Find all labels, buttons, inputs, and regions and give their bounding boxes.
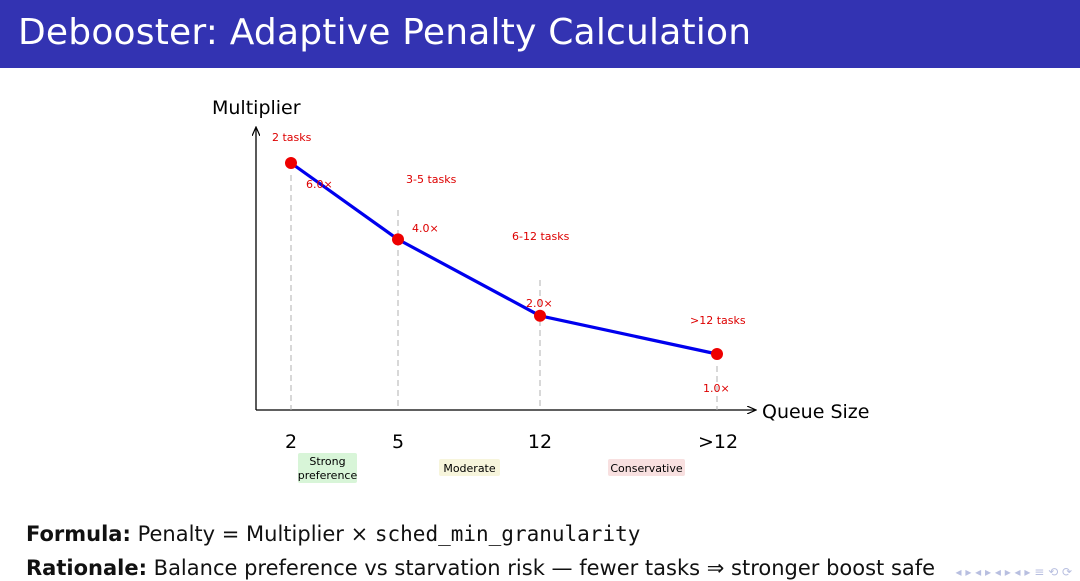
beamer-navigation-icons[interactable]: ◂ ▸ ◂ ▸ ◂ ▸ ◂ ▸ ≡ ⟲ ⟳ — [955, 565, 1073, 579]
data-point-3-5-tasks — [392, 233, 404, 246]
formula-text: Penalty = Multiplier × — [137, 522, 375, 546]
point-label-2-tasks: 2 tasks — [272, 131, 312, 144]
formula-label: Formula: — [26, 522, 131, 546]
multiplier-label-2: 2.0× — [526, 297, 553, 310]
data-point-6-12-tasks — [534, 309, 546, 322]
x-axis-label: Queue Size — [762, 401, 869, 423]
category-strong-preference: Strong preference — [298, 453, 358, 483]
rationale-label: Rationale: — [26, 556, 147, 580]
category-conservative-label: Conservative — [610, 462, 683, 475]
formula-code: sched_min_granularity — [374, 522, 641, 546]
point-label-6-12-tasks: 6-12 tasks — [512, 230, 570, 243]
multiplier-label-1: 1.0× — [703, 382, 730, 395]
penalty-chart: Multiplier Queue Size 2 tasks 3-5 tasks … — [212, 97, 869, 483]
y-axis-label: Multiplier — [212, 97, 301, 119]
x-tick-12: 12 — [528, 431, 552, 453]
multiplier-label-4: 4.0× — [412, 222, 439, 235]
multiplier-label-6: 6.0× — [306, 178, 333, 191]
category-moderate-label: Moderate — [443, 462, 496, 475]
category-conservative: Conservative — [608, 459, 685, 476]
point-label-over-12-tasks: >12 tasks — [690, 314, 746, 327]
category-moderate: Moderate — [439, 459, 500, 476]
category-strong-line1: Strong — [309, 455, 345, 468]
data-points — [285, 157, 723, 360]
formula-line: Formula: Penalty = Multiplier × sched_mi… — [26, 522, 1076, 546]
rationale-text: Balance preference vs starvation risk — … — [153, 556, 936, 580]
x-tick-2: 2 — [285, 431, 297, 453]
point-label-3-5-tasks: 3-5 tasks — [406, 173, 457, 186]
x-tick-5: 5 — [392, 431, 404, 453]
x-tick-over-12: >12 — [698, 431, 738, 453]
category-strong-line2: preference — [298, 469, 358, 482]
title-bar: Debooster: Adaptive Penalty Calculation — [0, 0, 1080, 68]
multiplier-line — [290, 161, 718, 356]
rationale-line: Rationale: Balance preference vs starvat… — [26, 556, 1076, 580]
slide-title: Debooster: Adaptive Penalty Calculation — [18, 12, 752, 53]
data-point-over-12-tasks — [711, 348, 723, 360]
data-point-2-tasks — [285, 157, 297, 169]
